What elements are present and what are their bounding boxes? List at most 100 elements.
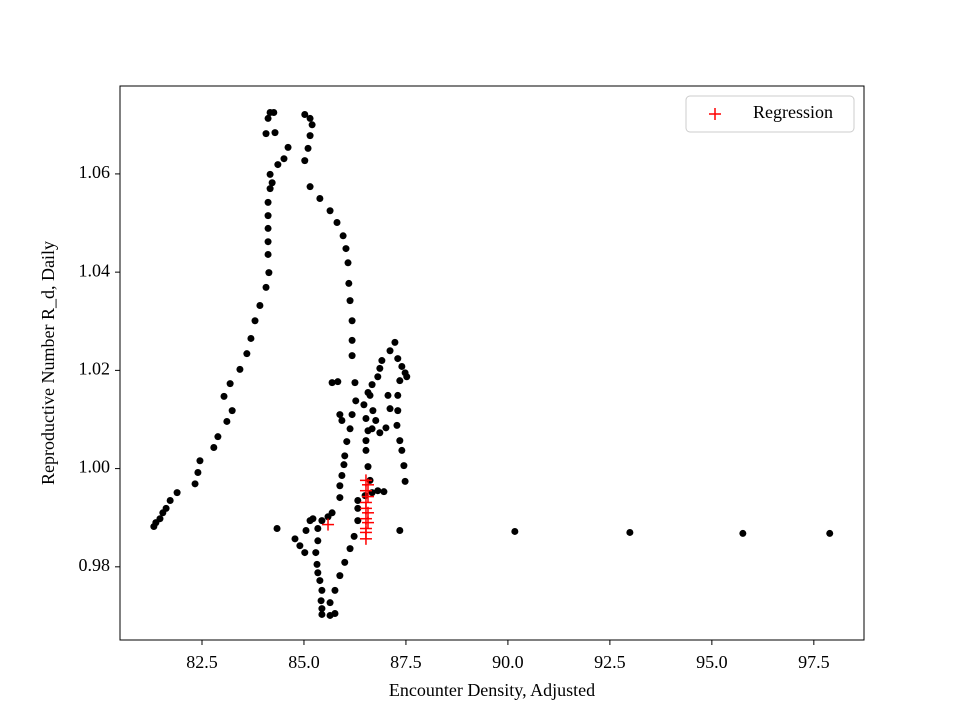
point: [314, 525, 322, 533]
point: [398, 446, 406, 454]
point: [362, 478, 374, 491]
point: [264, 238, 272, 246]
y-tick-label: 0.98: [79, 555, 111, 575]
point: [386, 347, 394, 355]
y-tick-label: 1.02: [79, 358, 111, 378]
point: [264, 198, 272, 206]
point: [826, 529, 834, 537]
point: [333, 219, 341, 227]
point: [268, 179, 276, 187]
y-tick-label: 1.04: [79, 260, 111, 280]
point: [352, 397, 360, 405]
point: [331, 609, 339, 617]
point: [360, 401, 368, 409]
point: [306, 132, 314, 140]
point: [306, 183, 314, 191]
point: [162, 504, 170, 512]
y-axis-label: Reproductive Number R_d, Daily: [38, 241, 58, 485]
point: [361, 492, 369, 500]
point: [343, 438, 351, 446]
point: [336, 572, 344, 580]
x-tick-label: 92.5: [594, 652, 626, 672]
point: [173, 489, 181, 497]
legend-box: [685, 95, 855, 133]
point: [366, 391, 374, 399]
x-tick-label: 97.5: [798, 652, 830, 672]
plot-frame: [119, 85, 865, 641]
point: [318, 605, 326, 613]
point: [340, 461, 348, 469]
point: [156, 515, 164, 523]
point: [296, 542, 304, 550]
point: [338, 471, 346, 479]
point: [318, 610, 326, 618]
point: [251, 317, 259, 325]
point: [316, 194, 324, 202]
point: [313, 560, 321, 568]
point: [256, 302, 264, 310]
point: [324, 513, 332, 521]
point: [369, 407, 377, 415]
point: [301, 549, 309, 557]
point: [394, 355, 402, 363]
point: [400, 462, 408, 470]
point: [309, 515, 317, 523]
point: [345, 279, 353, 287]
point: [264, 224, 272, 232]
point: [291, 535, 299, 543]
point: [394, 391, 402, 399]
point: [228, 407, 236, 415]
point: [362, 516, 374, 529]
point: [393, 421, 401, 429]
point: [338, 416, 346, 424]
point: [398, 362, 406, 370]
point: [401, 477, 409, 485]
point: [346, 297, 354, 305]
point: [368, 425, 376, 433]
point: [362, 414, 370, 422]
point: [339, 232, 347, 240]
point: [280, 155, 288, 163]
point: [236, 365, 244, 373]
x-tick-label: 87.5: [390, 652, 422, 672]
point: [301, 157, 309, 165]
point: [350, 532, 358, 540]
point: [265, 269, 273, 277]
x-tick-label: 90.0: [492, 652, 524, 672]
point: [166, 497, 174, 505]
point: [196, 457, 204, 465]
y-tick-label: 1.00: [79, 457, 111, 477]
point: [266, 185, 274, 193]
point: [342, 245, 350, 253]
legend: Regression: [685, 95, 855, 133]
point: [346, 545, 354, 553]
point: [362, 446, 370, 454]
legend-label: Regression: [753, 102, 833, 122]
point: [354, 504, 362, 512]
point: [220, 392, 228, 400]
point: [380, 488, 388, 496]
point: [368, 381, 376, 389]
point: [336, 494, 344, 502]
point: [284, 143, 292, 151]
point: [336, 411, 344, 419]
point: [341, 452, 349, 460]
point: [511, 527, 519, 535]
point: [394, 407, 402, 415]
point: [271, 129, 279, 137]
point: [264, 250, 272, 258]
point: [334, 378, 342, 386]
point: [262, 130, 270, 138]
point: [739, 529, 747, 537]
point: [374, 487, 382, 495]
y-tick-label: 1.06: [79, 162, 111, 182]
point: [374, 373, 382, 381]
point: [626, 528, 634, 536]
point: [302, 526, 310, 534]
point: [348, 352, 356, 360]
point: [354, 497, 362, 505]
point: [396, 437, 404, 445]
x-tick-label: 95.0: [696, 652, 728, 672]
